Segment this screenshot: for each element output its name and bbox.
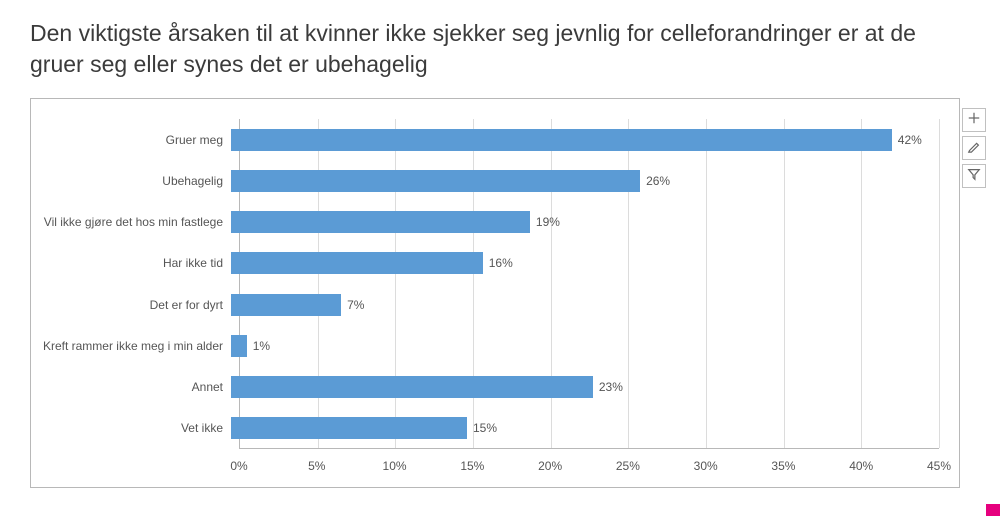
bar-track: 26% [231,160,939,201]
bar-row: Har ikke tid16% [31,243,939,284]
brush-button[interactable] [962,136,986,160]
x-tick-label: 45% [927,459,951,473]
bar-row: Ubehagelig26% [31,160,939,201]
x-tick-label: 35% [771,459,795,473]
category-label: Ubehagelig [31,174,231,188]
bar-value-label: 15% [473,421,497,435]
accent-bar [986,504,1000,516]
x-axis: 0%5%10%15%20%25%30%35%40%45% [239,457,939,477]
x-tick-label: 30% [694,459,718,473]
bar: 23% [231,376,593,398]
bar-row: Annet23% [31,367,939,408]
plus-icon [967,111,981,130]
bar-row: Det er for dyrt7% [31,284,939,325]
plus-button[interactable] [962,108,986,132]
bar-track: 19% [231,202,939,243]
bar-value-label: 26% [646,174,670,188]
x-tick-label: 20% [538,459,562,473]
bar-row: Vil ikke gjøre det hos min fastlege19% [31,202,939,243]
bar: 19% [231,211,530,233]
bar-track: 42% [231,119,939,160]
bar-value-label: 42% [898,133,922,147]
category-label: Kreft rammer ikke meg i min alder [31,339,231,353]
filter-icon [967,167,981,186]
bars-container: Gruer meg42%Ubehagelig26%Vil ikke gjøre … [31,119,939,449]
chart-title: Den viktigste årsaken til at kvinner ikk… [30,18,930,80]
bar-value-label: 1% [253,339,270,353]
chart-frame: Gruer meg42%Ubehagelig26%Vil ikke gjøre … [30,98,960,488]
bar: 7% [231,294,341,316]
bar: 26% [231,170,640,192]
bar: 42% [231,129,892,151]
bar: 15% [231,417,467,439]
category-label: Har ikke tid [31,256,231,270]
bar-track: 1% [231,325,939,366]
bar-value-label: 16% [489,256,513,270]
bar-track: 15% [231,408,939,449]
x-tick-label: 5% [308,459,325,473]
x-tick-label: 15% [460,459,484,473]
x-tick-label: 40% [849,459,873,473]
filter-button[interactable] [962,164,986,188]
category-label: Vet ikke [31,421,231,435]
x-tick-label: 10% [383,459,407,473]
category-label: Vil ikke gjøre det hos min fastlege [31,215,231,229]
category-label: Det er for dyrt [31,298,231,312]
bar: 1% [231,335,247,357]
bar-value-label: 19% [536,215,560,229]
x-tick-label: 25% [616,459,640,473]
bar-track: 16% [231,243,939,284]
category-label: Annet [31,380,231,394]
x-tick-label: 0% [230,459,247,473]
bar-track: 23% [231,367,939,408]
page-root: Den viktigste årsaken til at kvinner ikk… [0,0,1000,516]
brush-icon [967,139,981,158]
bar: 16% [231,252,483,274]
category-label: Gruer meg [31,133,231,147]
bar-value-label: 7% [347,298,364,312]
bar-row: Vet ikke15% [31,408,939,449]
bar-row: Gruer meg42% [31,119,939,160]
bar-value-label: 23% [599,380,623,394]
bar-track: 7% [231,284,939,325]
bar-row: Kreft rammer ikke meg i min alder1% [31,325,939,366]
gridline [939,119,940,448]
chart-toolbar [962,108,986,188]
